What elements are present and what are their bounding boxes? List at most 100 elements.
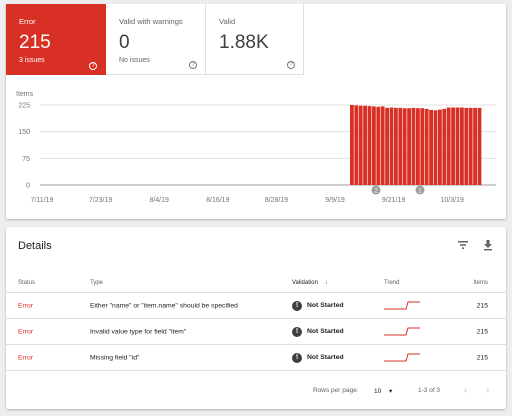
error-label: Error [19,17,36,26]
x-tick-label: 9/9/19 [325,197,345,204]
row-type: Either "name" or "item.name" should be s… [90,302,238,309]
chart-bar [468,107,473,185]
prev-page-icon[interactable]: ‹ [464,385,468,396]
row-items: 215 [476,328,488,335]
chart-bar [477,107,482,185]
chart-bar [358,105,363,185]
table-row[interactable]: Error Missing field "id"! Not Started 215 [6,345,506,371]
row-trend [384,351,420,365]
chart-grid: 225 150 75 0 [18,103,496,190]
row-status: Error [18,354,34,361]
chart-bar [398,107,403,185]
x-tick-labels: 7/11/19 7/23/19 8/4/19 8/16/19 8/28/19 9/9/19… [31,197,464,204]
col-items[interactable]: Items [473,279,488,286]
rows-per-page-value: 10 [374,388,382,395]
x-tick-label: 8/28/19 [265,197,288,204]
chart-bars [350,105,482,185]
chart-bar [442,108,447,185]
chart-bar [394,107,398,185]
chart-bar [429,109,433,185]
chart-bar [389,107,394,185]
chart-bar [455,107,460,185]
y-tick-label: 225 [18,103,30,110]
row-status: Error [18,328,34,335]
x-tick-label: 8/16/19 [206,197,229,204]
help-icon[interactable]: ? [89,62,97,70]
annotation-label: 1 [418,189,422,195]
warnings-issues: No issues [119,57,150,64]
col-type[interactable]: Type [90,279,104,286]
col-status[interactable]: Status [18,279,36,286]
details-title: Details [18,240,52,252]
rows-per-page-label: Rows per page: [313,387,359,394]
valid-tile[interactable]: Valid 1.88K ? [206,4,304,75]
row-validation: ! Not Started [292,352,344,363]
page-range: 1-3 of 3 [418,387,441,394]
error-count: 215 [19,32,51,53]
alert-icon: ! [292,300,302,311]
valid-label: Valid [219,17,236,26]
rows-per-page-select[interactable]: 10 ▾ [374,387,392,395]
items-chart[interactable]: Items 225 150 75 0 7/11/19 7/23/19 8/4/19 8/16… [6,86,506,216]
x-tick-label: 8/4/19 [149,197,169,204]
chart-bar [424,108,429,185]
table-row[interactable]: Error Invalid value type for field "item"… [6,319,506,345]
trend-sparkline [384,353,420,361]
summary-card: Error 215 3 issues ? Valid with warnings… [6,4,506,219]
warnings-label: Valid with warnings [119,17,183,26]
table-header: Status Type Validation ↓ Trend Items [6,273,506,293]
x-tick-label: 7/23/19 [89,197,112,204]
chart-bar [473,107,477,185]
row-status: Error [18,302,34,309]
chart-bar [451,107,455,185]
y-axis-label: Items [16,91,34,98]
annotation-marker [371,185,381,195]
chart-bar [464,107,469,185]
chart-bar [433,110,438,185]
sort-arrow-icon: ↓ [324,279,328,286]
chart-bar [367,106,372,185]
filter-icon[interactable] [455,237,471,253]
chart-bar [376,106,381,185]
chart-bar [416,108,420,185]
x-tick-label: 9/21/19 [382,197,405,204]
chevron-down-icon: ▾ [389,388,393,395]
chart-bar [407,108,411,185]
chart-bar [420,108,425,185]
x-tick-label: 10/3/19 [441,197,464,204]
y-tick-label: 0 [26,183,30,190]
error-issues: 3 issues [19,57,45,64]
table-row[interactable]: Error Either "name" or "item.name" should… [6,293,506,319]
chart-bar [354,105,359,185]
chart-bar [372,106,376,185]
chart-bar [380,106,385,185]
chart-bar [460,107,464,185]
row-trend [384,299,420,313]
y-tick-label: 75 [22,156,30,163]
alert-icon: ! [292,352,302,363]
help-icon[interactable]: ? [189,61,197,69]
chart-bar [402,108,407,185]
help-icon[interactable]: ? [287,61,295,69]
col-validation[interactable]: Validation ↓ [292,280,328,286]
row-trend [384,325,420,339]
annotation-marker [415,185,425,195]
row-validation-label: Not Started [307,328,344,335]
issues-table: Status Type Validation ↓ Trend Items Err… [6,273,506,371]
download-icon[interactable] [480,237,496,253]
error-tile[interactable]: Error 215 3 issues ? [6,4,106,75]
row-validation-label: Not Started [307,354,344,361]
next-page-icon[interactable]: › [486,385,490,396]
annotation-label: 2 [374,189,378,195]
row-items: 215 [476,354,488,361]
row-items: 215 [476,302,488,309]
details-card: Details Status Type Validation ↓ Trend I… [6,227,506,409]
chart-bar [446,107,451,185]
row-validation: ! Not Started [292,326,344,337]
row-type: Missing field "id" [90,354,140,361]
col-validation-label: Validation [292,279,318,286]
alert-icon: ! [292,326,302,337]
row-validation: ! Not Started [292,300,344,311]
warnings-tile[interactable]: Valid with warnings 0 No issues ? [106,4,206,75]
